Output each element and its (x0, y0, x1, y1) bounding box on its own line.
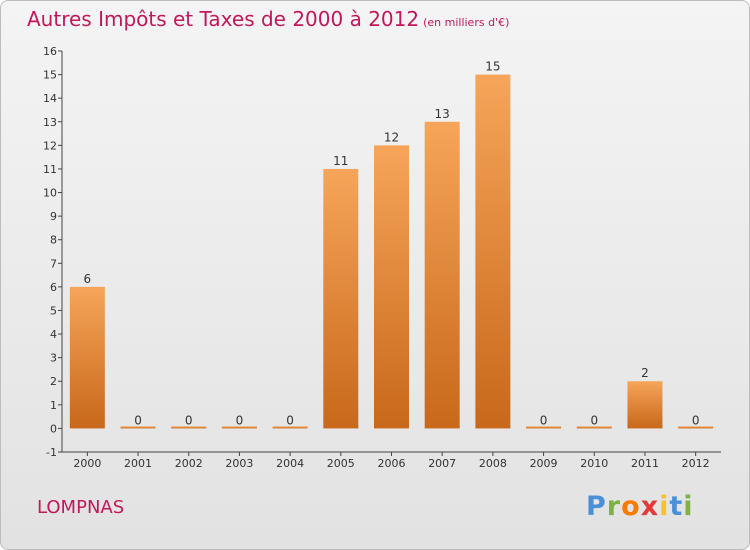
data-label: 0 (134, 413, 142, 427)
data-label: 0 (590, 413, 598, 427)
y-tick-label: 13 (43, 116, 57, 129)
y-tick-label: -1 (46, 446, 57, 459)
y-tick-label: 10 (43, 187, 57, 200)
y-tick-label: 2 (50, 375, 57, 388)
y-tick-label: 5 (50, 304, 57, 317)
bar (526, 426, 562, 429)
bar (678, 426, 714, 429)
y-tick-label: 9 (50, 210, 57, 223)
bar (272, 426, 308, 429)
data-label: 0 (236, 413, 244, 427)
bar (424, 121, 460, 429)
title-text: Autres Impôts et Taxes de 2000 à 2012 (27, 7, 420, 31)
bar (323, 168, 359, 429)
x-tick-label: 2000 (73, 457, 101, 470)
y-tick-label: 7 (50, 257, 57, 270)
logo-letter: r (606, 491, 622, 522)
bar (171, 426, 207, 429)
y-tick-label: 3 (50, 352, 57, 365)
x-tick-label: 2004 (276, 457, 304, 470)
bar-chart: -101234567891011121314151662000020010200… (43, 45, 721, 470)
bar (374, 145, 409, 429)
y-tick-label: 4 (50, 328, 57, 341)
y-tick-label: 6 (50, 281, 57, 294)
logo-letter: i (659, 491, 670, 522)
logo-letter: i (683, 491, 694, 522)
chart-title: Autres Impôts et Taxes de 2000 à 2012 (en… (27, 7, 509, 31)
data-label: 11 (333, 154, 348, 168)
bar (221, 426, 257, 429)
commune-name: LOMPNAS (37, 497, 125, 518)
bar (475, 74, 511, 429)
y-tick-label: 15 (43, 69, 57, 82)
data-label: 0 (540, 413, 548, 427)
data-label: 13 (435, 107, 450, 121)
proxiti-logo: Proxiti (586, 491, 694, 522)
logo-letter: t (669, 491, 684, 522)
logo-letter: x (640, 491, 660, 522)
y-tick-label: 16 (43, 45, 57, 58)
y-tick-label: 11 (43, 163, 57, 176)
bar (576, 426, 612, 429)
data-label: 12 (384, 130, 399, 144)
data-label: 6 (84, 272, 92, 286)
x-tick-label: 2011 (631, 457, 659, 470)
x-tick-label: 2007 (428, 457, 456, 470)
y-tick-label: 14 (43, 92, 57, 105)
data-label: 15 (485, 60, 500, 74)
bar (627, 381, 663, 429)
data-label: 0 (692, 413, 700, 427)
bar (120, 426, 156, 429)
subtitle-text: (en milliers d'€) (423, 16, 510, 29)
x-tick-label: 2005 (327, 457, 355, 470)
y-tick-label: 0 (50, 422, 57, 435)
bar (69, 286, 105, 429)
data-label: 0 (286, 413, 294, 427)
data-label: 2 (641, 366, 649, 380)
x-tick-label: 2008 (479, 457, 507, 470)
x-tick-label: 2001 (124, 457, 152, 470)
x-tick-label: 2010 (580, 457, 608, 470)
x-tick-label: 2012 (682, 457, 710, 470)
y-tick-label: 12 (43, 139, 57, 152)
x-tick-label: 2009 (530, 457, 558, 470)
data-label: 0 (185, 413, 193, 427)
x-tick-label: 2006 (378, 457, 406, 470)
y-tick-label: 1 (50, 399, 57, 412)
logo-letter: o (621, 491, 641, 522)
y-tick-label: 8 (50, 234, 57, 247)
logo-letter: P (586, 491, 607, 522)
x-tick-label: 2003 (225, 457, 253, 470)
x-tick-label: 2002 (175, 457, 203, 470)
